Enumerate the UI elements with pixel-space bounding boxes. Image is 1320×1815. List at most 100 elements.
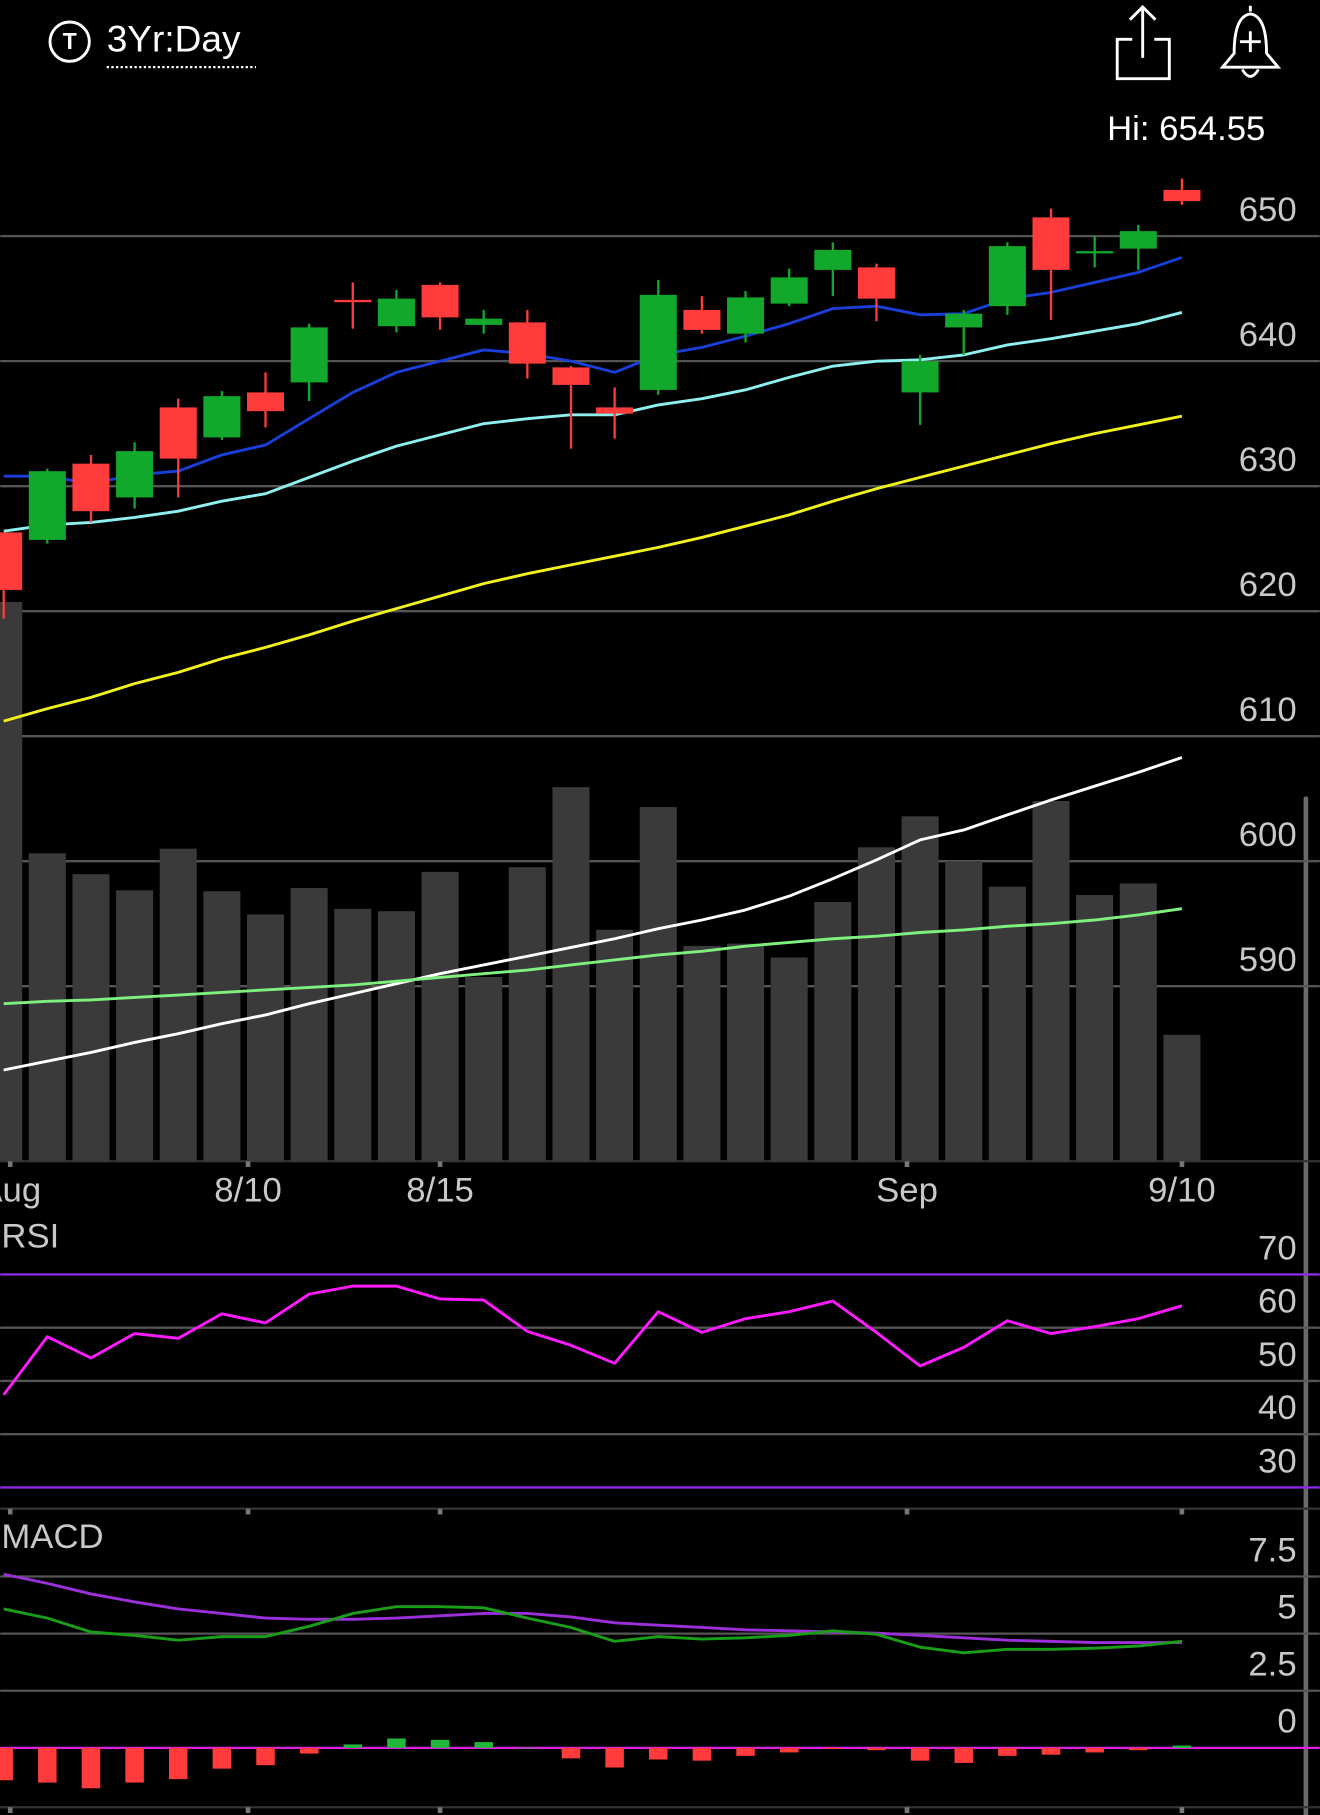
- volume-bar: [508, 867, 546, 1162]
- panel: 590 600 610 620 630 640 650 Aug 8/10 8/15 Sep 9/10: [0, 178, 1320, 1210]
- candle-body: [901, 361, 939, 393]
- candle-body: [639, 294, 677, 390]
- volume-bar: [0, 601, 23, 1162]
- candle-body: [72, 463, 110, 512]
- macd-histogram-bar: [561, 1747, 581, 1759]
- volume-bar: [727, 943, 765, 1162]
- volume-bar: [28, 853, 66, 1162]
- macd-histogram-bar: [256, 1747, 275, 1766]
- timeframe[interactable]: 3Yr:Day: [107, 17, 241, 59]
- candle-body: [945, 313, 983, 328]
- macd-histogram-bar: [430, 1739, 450, 1748]
- y-tick-label: 650: [1239, 191, 1297, 229]
- symbol-icon[interactable]: [48, 20, 91, 63]
- x-tick-label: Aug: [0, 1172, 41, 1210]
- panel-title: RSI: [1, 1218, 59, 1256]
- candle-body: [727, 297, 765, 334]
- volume-bar: [596, 929, 634, 1162]
- header: T 3Yr:Day Hi: 654.55: [48, 4, 1282, 148]
- volume-bar: [116, 890, 154, 1162]
- candle-body: [465, 318, 503, 325]
- y-tick-label: 40: [1258, 1389, 1297, 1427]
- indicator-line: [3, 756, 1183, 1072]
- x-tick-label: Sep: [876, 1172, 938, 1210]
- candle-body: [857, 267, 895, 299]
- y-tick-label: 610: [1239, 691, 1297, 729]
- volume-bar: [465, 976, 503, 1162]
- macd-histogram-bar: [998, 1747, 1017, 1756]
- candle-body: [203, 396, 241, 438]
- volume-bar: [1119, 883, 1157, 1162]
- volume-bar: [857, 847, 895, 1162]
- macd-histogram-bar: [1129, 1747, 1148, 1751]
- volume-bar: [988, 886, 1026, 1162]
- candle-body: [1119, 231, 1157, 249]
- macd-histogram-bar: [387, 1738, 406, 1748]
- volume-bar: [334, 908, 372, 1162]
- candle-body: [290, 327, 328, 383]
- macd-histogram-bar: [823, 1747, 843, 1749]
- candle-body: [0, 532, 23, 590]
- indicator-line: [3, 907, 1183, 1006]
- volume-bar: [1032, 801, 1070, 1162]
- indicator-line: [3, 1572, 1182, 1644]
- share-button[interactable]: [1115, 4, 1171, 81]
- candle-body: [683, 309, 721, 330]
- indicator-line: [3, 311, 1183, 533]
- macd-histogram-bar: [81, 1747, 101, 1789]
- macd-histogram-bar: [518, 1747, 537, 1749]
- candle-body: [770, 277, 808, 304]
- y-tick-label: 50: [1258, 1336, 1297, 1374]
- indicator-line: [3, 256, 1183, 486]
- volume-bar: [770, 957, 808, 1162]
- candle-body: [596, 407, 634, 414]
- indicator-line: [3, 1605, 1183, 1655]
- macd-histogram-bar: [1085, 1747, 1104, 1753]
- macd-histogram-bar: [692, 1747, 712, 1761]
- candle-body: [552, 367, 590, 385]
- macd-histogram-bar: [1041, 1747, 1061, 1755]
- y-tick-label: 600: [1239, 816, 1297, 854]
- x-tick-label: 9/10: [1148, 1172, 1216, 1210]
- indicator-line: [2, 1284, 1183, 1396]
- candle-body: [116, 451, 154, 498]
- y-tick-label: 60: [1258, 1283, 1297, 1321]
- macd-histogram-bar: [649, 1747, 668, 1760]
- volume-bar: [421, 871, 459, 1162]
- y-tick-label: 30: [1258, 1442, 1297, 1480]
- volume-bar: [72, 874, 110, 1162]
- y-tick-label: 0: [1277, 1703, 1296, 1741]
- volume-bar: [159, 848, 197, 1162]
- x-tick-label: 8/10: [214, 1172, 282, 1210]
- alert-button[interactable]: [1219, 5, 1282, 78]
- candle-body: [159, 407, 197, 459]
- panel: 7.5 5 2.5 0 MACD: [0, 1518, 1320, 1814]
- volume-bar: [246, 914, 285, 1162]
- volume-bar: [639, 807, 677, 1162]
- macd-histogram-bar: [0, 1747, 13, 1781]
- symbol-icon-text: T: [63, 28, 77, 54]
- y-tick-label: 640: [1239, 316, 1297, 354]
- volume-bar: [901, 816, 939, 1162]
- macd-histogram-bar: [867, 1747, 886, 1751]
- candle-body: [1076, 251, 1114, 254]
- y-tick-label: 620: [1239, 566, 1297, 604]
- macd-histogram-bar: [38, 1747, 57, 1783]
- high-label: Hi: 654.55: [1107, 110, 1265, 148]
- macd-histogram-bar: [168, 1747, 188, 1780]
- macd-histogram-bar: [474, 1742, 493, 1748]
- y-tick-label: 7.5: [1248, 1531, 1296, 1569]
- volume-bar: [683, 945, 721, 1162]
- volume-bar: [814, 901, 852, 1162]
- macd-histogram-bar: [605, 1747, 624, 1768]
- candle-body: [334, 299, 372, 303]
- indicator-line: [3, 414, 1183, 723]
- candle-body: [28, 471, 66, 540]
- volume-bar: [1076, 894, 1114, 1162]
- panel-title: MACD: [1, 1518, 103, 1556]
- volume-bar: [377, 911, 415, 1162]
- volume-bar: [552, 787, 590, 1162]
- y-tick-label: 70: [1258, 1229, 1297, 1267]
